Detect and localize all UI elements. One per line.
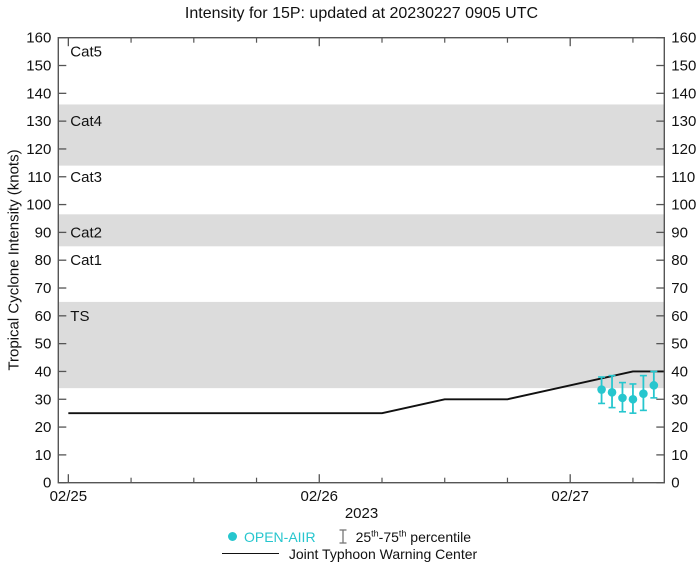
y-tick-label-right: 130 — [671, 113, 696, 130]
open-aiir-point — [639, 389, 648, 399]
legend-jtwc-label: Joint Typhoon Warning Center — [288, 545, 478, 562]
y-tick-label-left: 90 — [35, 224, 52, 241]
y-tick-label-right: 100 — [671, 197, 696, 214]
category-label-cat5: Cat5 — [70, 44, 102, 61]
x-tick-label-date: 02/25 — [50, 488, 88, 505]
open-aiir-dot-icon — [227, 532, 237, 541]
y-tick-label-left: 70 — [35, 280, 52, 297]
plot-border — [57, 37, 665, 484]
y-tick-label-left: 50 — [35, 336, 52, 353]
jtwc-line-icon — [221, 553, 279, 554]
y-tick-label-left: 20 — [35, 419, 52, 436]
y-tick-label-right: 80 — [671, 252, 688, 269]
y-tick-label-left: 150 — [26, 58, 51, 75]
x-tick-label-date: 02/27 — [551, 488, 589, 505]
open-aiir-point — [618, 393, 627, 403]
y-tick-label-left: 60 — [35, 308, 52, 325]
legend-row-1: OPEN-AIIR 25th-75th percentile — [0, 528, 699, 545]
open-aiir-point — [597, 385, 606, 394]
y-tick-label-right: 140 — [671, 85, 696, 102]
error-bar-icon — [339, 529, 347, 544]
y-tick-label-left: 80 — [35, 252, 52, 269]
y-tick-label-left: 120 — [26, 141, 51, 158]
open-aiir-point — [607, 388, 617, 397]
y-tick-label-right: 60 — [671, 308, 688, 325]
open-aiir-point — [628, 394, 638, 404]
category-label-cat4: Cat4 — [70, 113, 102, 130]
y-tick-label-right: 70 — [671, 280, 688, 297]
y-tick-label-right: 0 — [671, 475, 679, 492]
y-tick-label-left: 130 — [26, 113, 51, 130]
category-label-ts: TS — [70, 308, 89, 325]
chart-title: Intensity for 15P: updated at 20230227 0… — [184, 5, 539, 22]
y-tick-label-right: 10 — [671, 447, 688, 464]
x-axis-year-label: 2023 — [344, 505, 379, 522]
y-tick-label-right: 20 — [671, 419, 688, 436]
category-band-cat2 — [58, 214, 665, 247]
jtwc-intensity-line — [68, 370, 665, 415]
category-label-cat2: Cat2 — [70, 224, 102, 241]
legend-percentile-label: 25th-75th percentile — [355, 527, 471, 545]
category-label-cat1: Cat1 — [70, 252, 102, 269]
y-tick-label-left: 140 — [26, 85, 51, 102]
y-tick-label-left: 160 — [26, 30, 51, 47]
y-tick-label-right: 50 — [671, 336, 688, 353]
x-tick-label-date: 02/26 — [300, 488, 338, 505]
y-tick-label-left: 40 — [35, 363, 52, 380]
y-tick-label-left: 10 — [35, 447, 52, 464]
legend-open-aiir-label: OPEN-AIIR — [243, 528, 316, 545]
y-tick-label-left: 0 — [43, 475, 51, 492]
y-tick-label-right: 30 — [671, 391, 688, 408]
legend-row-2: Joint Typhoon Warning Center — [0, 545, 699, 562]
category-band-ts — [58, 301, 665, 389]
y-tick-label-left: 100 — [26, 197, 51, 214]
y-tick-label-right: 160 — [671, 30, 696, 47]
y-tick-label-left: 110 — [27, 169, 51, 186]
y-tick-label-right: 90 — [671, 224, 688, 241]
open-aiir-point — [649, 381, 659, 390]
y-tick-label-right: 120 — [671, 141, 696, 158]
y-tick-label-right: 150 — [671, 58, 696, 75]
y-tick-label-right: 40 — [671, 363, 688, 380]
category-label-cat3: Cat3 — [70, 169, 102, 186]
y-tick-label-left: 30 — [35, 391, 52, 408]
y-tick-label-right: 110 — [671, 169, 695, 186]
category-band-cat4 — [58, 104, 665, 166]
